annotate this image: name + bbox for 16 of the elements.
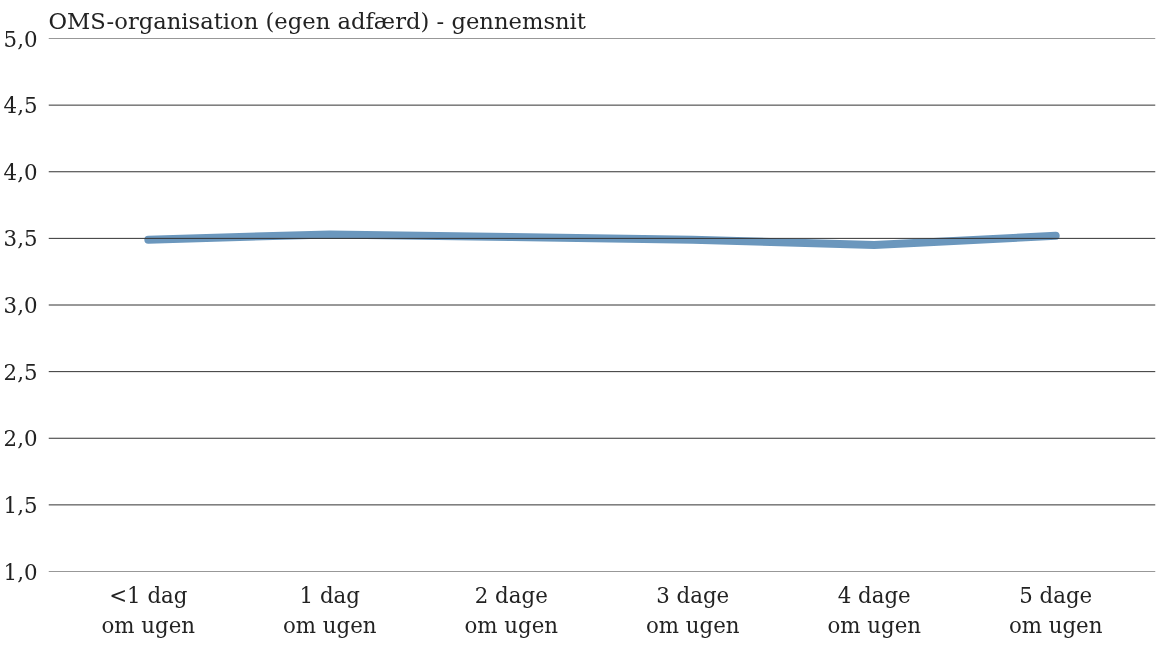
x-tick-label: 2 dage om ugen — [464, 582, 559, 638]
x-tick-label: 3 dage om ugen — [645, 582, 740, 638]
y-tick-label: 5,0 — [3, 26, 38, 52]
x-tick-label: 1 dag om ugen — [282, 582, 377, 638]
y-tick-label: 3,5 — [3, 226, 38, 252]
x-tick-label: 5 dage om ugen — [1008, 582, 1103, 638]
y-tick-label: 1,0 — [3, 559, 38, 585]
y-tick-label: 4,0 — [3, 159, 38, 185]
chart-title: OMS-organisation (egen adfærd) - gennemsnit — [48, 7, 586, 34]
x-tick-label: <1 dag om ugen — [101, 582, 196, 638]
y-tick-label: 4,5 — [3, 93, 38, 119]
y-tick-label: 3,0 — [3, 293, 38, 318]
y-tick-label: 2,5 — [3, 359, 38, 385]
y-tick-label: 1,5 — [3, 492, 38, 518]
y-tick-label: 2,0 — [3, 426, 38, 452]
x-tick-label: 4 dage om ugen — [827, 582, 922, 638]
